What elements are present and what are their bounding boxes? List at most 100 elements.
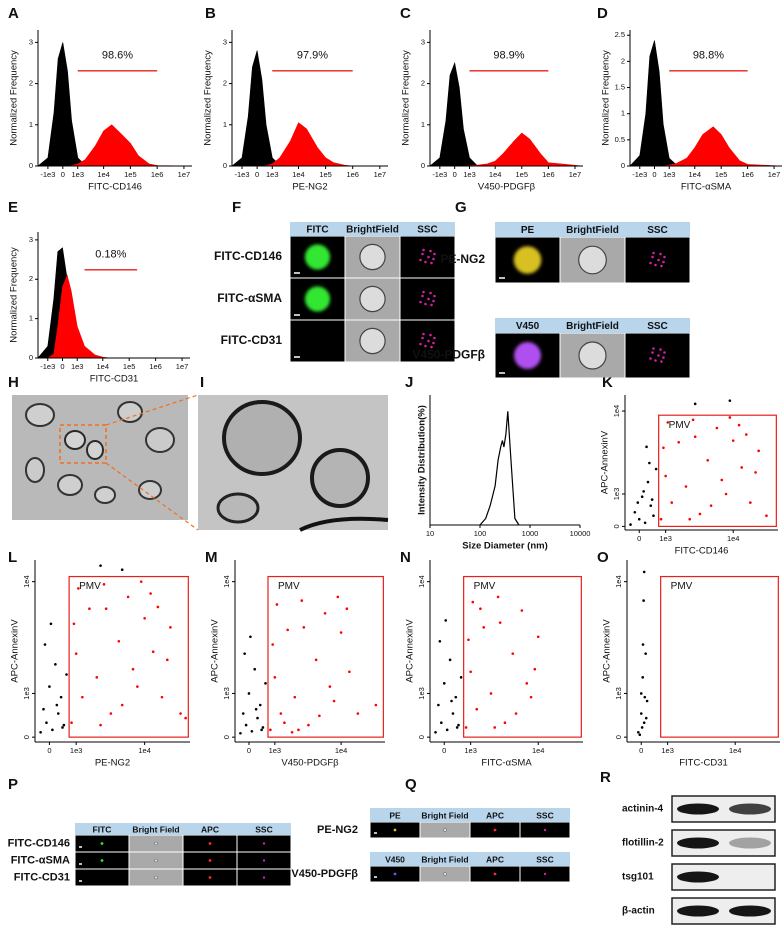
- panel-letter: L: [8, 549, 17, 566]
- vesicle: [94, 486, 116, 504]
- y-tick-label: 0: [614, 735, 623, 739]
- blot-band: [729, 837, 771, 849]
- cell-signal: [493, 828, 497, 832]
- cell-scatter: [430, 303, 433, 307]
- x-tick-label: 1e3: [661, 746, 674, 755]
- row-label: V450-PDGFβ: [412, 348, 485, 362]
- event-dot: [184, 716, 187, 720]
- event-dot: [104, 607, 108, 611]
- y-tick-label: 1.5: [615, 83, 625, 92]
- event-dot: [283, 721, 286, 725]
- y-tick-label: 3: [421, 37, 425, 46]
- event-dot: [642, 599, 645, 602]
- cell-scatter: [419, 258, 422, 262]
- cell-signal: [304, 244, 331, 270]
- cell-scatter: [651, 255, 654, 259]
- cell-scatter: [421, 336, 424, 340]
- column-header: [370, 808, 420, 822]
- event-dot: [744, 433, 748, 436]
- event-dot: [482, 626, 486, 629]
- event-dot: [241, 712, 245, 715]
- event-dot: [459, 676, 463, 679]
- event-dot: [640, 495, 644, 499]
- event-dot: [706, 458, 710, 462]
- event-dot: [691, 418, 695, 422]
- event-dot: [633, 510, 637, 514]
- event-dot: [256, 716, 259, 720]
- cell-scatter: [433, 336, 436, 340]
- column-header: [75, 823, 129, 835]
- event-dot: [649, 504, 653, 507]
- event-dot: [715, 426, 719, 430]
- x-axis-label: PE-NG2: [95, 758, 130, 769]
- row-label: FITC-CD146: [214, 249, 282, 263]
- cell-signal: [304, 286, 331, 312]
- event-dot: [250, 730, 254, 733]
- event-dot: [646, 480, 650, 484]
- event-dot: [642, 721, 646, 725]
- cell-scatter: [660, 360, 663, 363]
- event-dot: [670, 501, 674, 504]
- column-header: [520, 808, 570, 822]
- cell-scatter: [659, 348, 662, 351]
- panel-letter: Q: [405, 776, 417, 793]
- cell-scatter: [429, 249, 432, 253]
- vesicle: [145, 427, 175, 453]
- x-tick-label: 1e6: [741, 170, 754, 179]
- x-tick-label: 1e4: [97, 362, 110, 371]
- event-dot: [136, 685, 139, 688]
- event-dot: [290, 730, 294, 734]
- event-dot: [55, 703, 59, 707]
- x-tick-label: 1e7: [176, 362, 189, 371]
- event-dot: [728, 416, 732, 419]
- vesicle: [25, 457, 45, 483]
- gate-label: PMV: [671, 581, 693, 592]
- x-tick-label: 0: [652, 170, 656, 179]
- event-dot: [275, 603, 279, 606]
- event-dot: [643, 695, 647, 699]
- column-header: [345, 222, 400, 236]
- event-dot: [664, 474, 667, 478]
- cell-scatter: [657, 354, 660, 357]
- event-dot: [698, 512, 702, 516]
- x-tick-label: 1e5: [516, 170, 529, 179]
- y-tick-label: 1e3: [612, 488, 621, 501]
- x-axis-label: Size Diameter (nm): [462, 541, 548, 552]
- x-tick-label: -1e3: [40, 362, 55, 371]
- panel-letter: E: [8, 199, 18, 216]
- gate-box: [658, 414, 777, 527]
- x-tick-label: 1e3: [70, 746, 83, 755]
- event-dot: [336, 595, 340, 599]
- y-axis-label: APC-AnnexinV: [600, 430, 611, 494]
- cell-signal: [514, 342, 541, 369]
- x-tick-label: 1e3: [663, 170, 676, 179]
- cell-scatter: [422, 248, 425, 252]
- panel-letter: B: [205, 5, 216, 22]
- event-dot: [720, 478, 724, 482]
- x-tick-label: 100: [474, 529, 487, 538]
- event-dot: [51, 728, 54, 732]
- event-dot: [149, 592, 152, 595]
- event-dot: [638, 733, 642, 737]
- event-dot: [444, 619, 448, 622]
- event-dot: [529, 695, 533, 699]
- event-dot: [243, 652, 246, 655]
- y-tick-label: 0: [421, 161, 425, 170]
- x-tick-label: 0: [453, 170, 457, 179]
- gate-box: [660, 575, 779, 738]
- y-tick-label: 2: [29, 79, 33, 88]
- event-dot: [641, 676, 645, 679]
- cell-scatter: [427, 339, 430, 343]
- column-header: [129, 823, 183, 835]
- event-dot: [297, 728, 300, 732]
- blot-band: [729, 905, 771, 917]
- cell-brightfield: [359, 327, 386, 355]
- x-axis-label: FITC-αSMA: [481, 758, 532, 769]
- cell-image: [75, 869, 129, 886]
- gate-label: 97.9%: [297, 50, 328, 62]
- x-axis-label: FITC-αSMA: [681, 182, 732, 193]
- size-distribution-line: [479, 411, 520, 526]
- event-dot: [286, 628, 289, 632]
- event-dot: [293, 695, 297, 699]
- x-tick-label: 1e3: [266, 170, 279, 179]
